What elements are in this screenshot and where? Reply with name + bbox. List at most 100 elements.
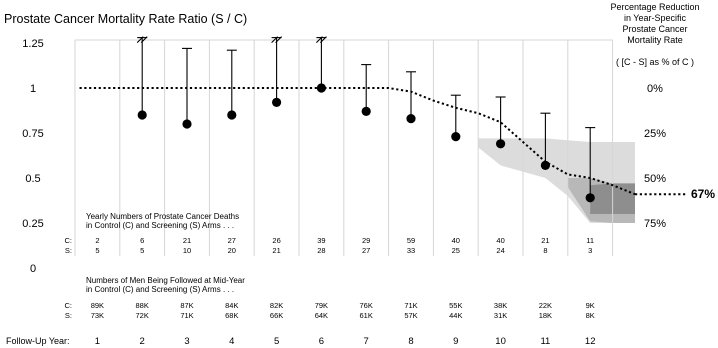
data-point xyxy=(361,106,371,116)
right-axis-tick-label: 75% xyxy=(644,218,666,230)
ci-break-mark xyxy=(316,36,323,43)
table-cell: 87K xyxy=(180,301,193,310)
table-caption-line: Yearly Numbers of Prostate Cancer Deaths xyxy=(86,212,239,221)
table-cell: 9K xyxy=(586,301,595,310)
table-cell: 79K xyxy=(315,301,328,310)
table-cell: 76K xyxy=(360,301,373,310)
right-axis-title-line: Mortality Rate xyxy=(627,35,683,45)
right-axis-tick-label: 25% xyxy=(644,128,666,140)
table-row-label: C: xyxy=(65,236,73,245)
ci-break-mark xyxy=(320,36,327,43)
table-cell: 5 xyxy=(140,246,144,255)
table-caption-line: in Control (C) and Screening (S) Arms . … xyxy=(86,221,234,230)
x-tick-label: 11 xyxy=(540,336,550,347)
deaths-table: Yearly Numbers of Prostate Cancer Deaths… xyxy=(65,212,595,255)
table-cell: 6 xyxy=(140,236,144,245)
chart-title: Prostate Cancer Mortality Rate Ratio (S … xyxy=(4,12,247,26)
table-cell: 8K xyxy=(586,311,595,320)
x-tick-label: 3 xyxy=(184,336,189,347)
confidence-intervals xyxy=(136,36,596,198)
data-point xyxy=(316,83,326,93)
data-point xyxy=(451,132,461,142)
table-cell: 27 xyxy=(228,236,236,245)
ci-break-mark xyxy=(140,36,148,43)
table-cell: 28 xyxy=(317,246,325,255)
table-cell: 10 xyxy=(183,246,191,255)
confidence-bands xyxy=(478,138,635,223)
table-cell: 21 xyxy=(183,236,191,245)
data-point xyxy=(272,97,282,107)
table-cell: 38K xyxy=(494,301,507,310)
x-tick-label: 7 xyxy=(364,336,369,347)
ci-break-mark xyxy=(136,36,144,43)
count-tables: Yearly Numbers of Prostate Cancer Deaths… xyxy=(65,212,595,320)
y-tick-label: 0.75 xyxy=(22,128,43,140)
data-point xyxy=(585,193,595,203)
table-row-label: S: xyxy=(65,246,72,255)
ci-break-mark xyxy=(275,36,282,43)
y-tick-label: 0.25 xyxy=(22,218,43,230)
data-point xyxy=(182,119,192,129)
x-tick-label: 9 xyxy=(453,336,458,347)
data-point xyxy=(406,114,416,124)
right-axis-tick-label: 50% xyxy=(644,173,666,185)
table-cell: 21 xyxy=(541,236,549,245)
table-cell: 2 xyxy=(95,236,99,245)
data-point xyxy=(540,160,551,170)
chart-labels: Prostate Cancer Mortality Rate Ratio (S … xyxy=(4,12,715,346)
table-cell: 18K xyxy=(539,311,552,320)
table-cell: 88K xyxy=(136,301,149,310)
table-cell: 25 xyxy=(452,246,460,255)
right-axis-title-line: Percentage Reduction xyxy=(610,2,699,12)
x-tick-label: 12 xyxy=(585,336,596,347)
table-cell: 8 xyxy=(543,246,547,255)
table-caption-line: in Control (C) and Screening (S) Arms . … xyxy=(86,285,234,294)
y-tick-label: 1.25 xyxy=(22,38,43,50)
table-cell: 89K xyxy=(91,301,104,310)
grid-lines xyxy=(74,39,614,256)
table-cell: 33 xyxy=(407,246,415,255)
table-cell: 59 xyxy=(407,236,415,245)
trend-end-label: 67% xyxy=(691,187,715,201)
table-cell: 71K xyxy=(404,301,417,310)
table-cell: 26 xyxy=(272,236,280,245)
x-tick-label: 4 xyxy=(229,336,234,347)
table-cell: 21 xyxy=(272,246,280,255)
table-cell: 29 xyxy=(362,236,370,245)
data-points xyxy=(137,83,595,203)
data-point xyxy=(137,110,147,120)
x-tick-label: 10 xyxy=(495,336,506,347)
y-tick-label: 1 xyxy=(30,83,36,95)
table-cell: 20 xyxy=(228,246,236,255)
table-cell: 61K xyxy=(360,311,373,320)
table-cell: 40 xyxy=(496,236,504,245)
right-axis-title-line: Prostate Cancer xyxy=(622,24,687,34)
table-cell: 44K xyxy=(449,311,462,320)
table-cell: 39 xyxy=(317,236,325,245)
x-tick-label: 8 xyxy=(408,336,413,347)
table-cell: 57K xyxy=(404,311,417,320)
right-axis-title-line: in Year-Specific xyxy=(624,13,687,23)
table-cell: 73K xyxy=(91,311,104,320)
table-cell: 3 xyxy=(588,246,592,255)
table-row-label: S: xyxy=(65,311,72,320)
table-cell: 68K xyxy=(225,311,238,320)
table-cell: 84K xyxy=(225,301,238,310)
table-cell: 27 xyxy=(362,246,370,255)
table-cell: 82K xyxy=(270,301,283,310)
table-cell: 22K xyxy=(539,301,552,310)
table-cell: 55K xyxy=(449,301,462,310)
x-tick-label: 1 xyxy=(95,336,100,347)
followed-table: Numbers of Men Being Followed at Mid-Yea… xyxy=(65,276,595,320)
table-cell: 64K xyxy=(315,311,328,320)
data-point xyxy=(496,139,506,149)
table-cell: 31K xyxy=(494,311,507,320)
table-caption-line: Numbers of Men Being Followed at Mid-Yea… xyxy=(86,276,245,285)
data-point xyxy=(227,110,237,120)
x-tick-label: 5 xyxy=(274,336,279,347)
ci-break-mark xyxy=(271,36,278,43)
table-cell: 24 xyxy=(496,246,504,255)
